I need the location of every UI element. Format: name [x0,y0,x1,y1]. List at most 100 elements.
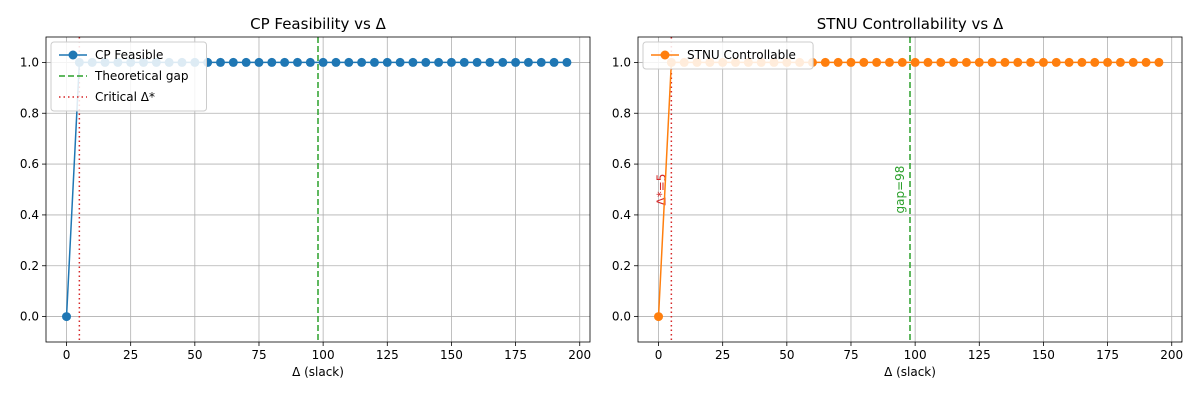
legend-marker [68,50,78,60]
data-point [434,57,444,67]
y-tick-label: 0.8 [20,106,39,120]
data-point [1013,57,1023,67]
data-point [408,57,418,67]
x-tick-label: 75 [843,348,858,362]
y-tick-label: 1.0 [612,55,631,69]
data-point [1038,57,1048,67]
x-tick-label: 125 [968,348,991,362]
y-tick-label: 0.2 [20,259,39,273]
x-tick-label: 50 [187,348,202,362]
x-tick-label: 150 [1032,348,1055,362]
data-point [267,57,277,67]
data-point [923,57,933,67]
data-point [292,57,302,67]
legend-box [50,41,207,112]
data-point [357,57,367,67]
data-point [498,57,508,67]
legend: STNU Controllable [642,41,814,70]
data-point [369,57,379,67]
data-point [897,57,907,67]
chart-panel-2: 0 25 50 75 100 125 150 175 200 0.0 0.2 0.4 0.6 0.8 1.0… [612,15,1183,379]
data-point [1077,57,1087,67]
data-point [1141,57,1151,67]
data-point [949,57,959,67]
data-point [1115,57,1125,67]
data-point [1064,57,1074,67]
data-point [280,57,290,67]
data-point [254,57,264,67]
legend: CP Feasible Theoretical gap Critical Δ* [50,41,207,112]
data-point [523,57,533,67]
legend-label: STNU Controllable [687,48,796,62]
data-point [331,57,341,67]
data-point [1051,57,1061,67]
data-point [472,57,482,67]
x-tick-label: 125 [376,348,399,362]
x-tick-label: 175 [504,348,527,362]
legend-marker [660,50,670,60]
data-point [446,57,456,67]
x-axis-label: Δ (slack) [292,365,344,379]
data-point [974,57,984,67]
series-line [657,61,1159,317]
data-point [536,57,546,67]
data-point [910,57,920,67]
data-point [511,57,521,67]
x-tick-label: 150 [440,348,463,362]
data-point [987,57,997,67]
data-point [421,57,431,67]
data-point [305,57,315,67]
data-point [318,57,328,67]
x-tick-label: 200 [1160,348,1183,362]
data-point [1128,57,1138,67]
data-point [459,57,469,67]
data-point [833,57,843,67]
data-point [215,57,225,67]
x-tick-label: 25 [123,348,138,362]
plot-frame [637,36,1183,343]
data-point [820,57,830,67]
x-tick-label: 0 [63,348,71,362]
y-tick-label: 0.4 [20,208,39,222]
data-point [859,57,869,67]
y-tick-label: 0.0 [612,310,631,324]
data-point [62,312,72,322]
data-point [395,57,405,67]
data-point [228,57,238,67]
data-point [1103,57,1113,67]
chart-panel-1: 0 25 50 75 100 125 150 175 200 0.0 0.2 0.4 0.6 0.8 1.0… [20,15,591,379]
y-tick-label: 0.2 [612,259,631,273]
y-tick-label: 0.0 [20,310,39,324]
data-point [654,312,664,322]
legend-label: Theoretical gap [94,69,188,83]
chart-title: CP Feasibility vs Δ [250,15,387,33]
data-point [344,57,354,67]
legend-label: Critical Δ* [95,90,155,104]
x-axis-label: Δ (slack) [884,365,936,379]
vline-label: Δ*=5 [654,174,668,206]
data-point [485,57,495,67]
data-point [846,57,856,67]
x-tick-label: 175 [1096,348,1119,362]
chart-title: STNU Controllability vs Δ [817,15,1004,33]
legend-label: CP Feasible [95,48,163,62]
vline-label: gap=98 [893,166,907,214]
y-tick-label: 0.4 [612,208,631,222]
data-point [382,57,392,67]
data-point [936,57,946,67]
data-point [1026,57,1036,67]
data-point [562,57,572,67]
x-tick-label: 75 [251,348,266,362]
x-tick-label: 100 [312,348,335,362]
x-tick-label: 25 [715,348,730,362]
x-tick-label: 100 [904,348,927,362]
plot-frame [45,36,591,343]
x-tick-label: 50 [779,348,794,362]
legend-box [642,41,814,70]
y-tick-label: 0.6 [20,157,39,171]
data-point [961,57,971,67]
data-point [872,57,882,67]
y-tick-label: 1.0 [20,55,39,69]
data-point [1090,57,1100,67]
